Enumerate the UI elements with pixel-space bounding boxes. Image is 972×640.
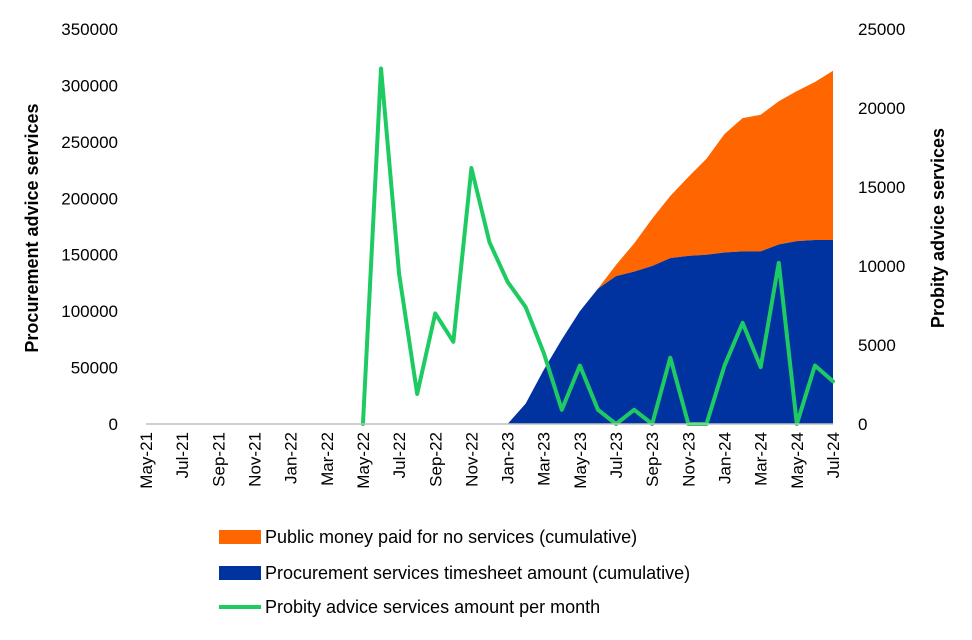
y-tick-label: 300000 (61, 76, 118, 95)
legend-item-probity: Probity advice services amount per month (219, 597, 600, 617)
area-public-money-no-services (146, 70, 833, 424)
x-tick-label: May-23 (571, 432, 590, 489)
x-tick-label: May-21 (137, 432, 156, 489)
y2-tick-label: 0 (858, 415, 867, 434)
x-tick-label: Mar-24 (752, 432, 771, 486)
y2-tick-label: 15000 (858, 178, 905, 197)
x-tick-label: May-22 (354, 432, 373, 489)
legend-item-timesheet: Procurement services timesheet amount (c… (219, 563, 690, 583)
x-tick-label: Sep-21 (209, 432, 228, 487)
y-axis-title: Procurement advice services (22, 103, 42, 352)
line-probity-advice (360, 66, 835, 426)
y-tick-label: 100000 (61, 302, 118, 321)
area-procurement-timesheet (146, 240, 833, 424)
y-tick-label: 50000 (71, 359, 118, 378)
y-tick-label: 0 (109, 415, 118, 434)
x-tick-label: Mar-23 (535, 432, 554, 486)
x-tick-label: Nov-22 (462, 432, 481, 487)
y2-tick-label: 10000 (858, 257, 905, 276)
x-tick-label: Jan-22 (282, 432, 301, 484)
x-tick-label: Nov-21 (245, 432, 264, 487)
legend-label: Procurement services timesheet amount (c… (265, 563, 690, 583)
x-tick-label: Mar-22 (318, 432, 337, 486)
legend: Public money paid for no services (cumul… (219, 527, 690, 617)
x-axis-ticks: May-21 Jul-21 Sep-21 Nov-21 Jan-22 Mar-22 May-… (137, 432, 843, 489)
y2-axis-ticks: 0 5000 10000 15000 20000 25000 (858, 20, 905, 434)
x-tick-label: Jul-21 (173, 432, 192, 478)
x-tick-label: Jul-22 (390, 432, 409, 478)
x-tick-label: Nov-23 (679, 432, 698, 487)
y2-tick-label: 25000 (858, 20, 905, 39)
y-tick-label: 250000 (61, 133, 118, 152)
x-tick-label: Jul-24 (824, 432, 843, 478)
y-tick-label: 350000 (61, 20, 118, 39)
x-tick-label: Sep-22 (426, 432, 445, 487)
x-tick-label: Sep-23 (643, 432, 662, 487)
legend-swatch (219, 530, 261, 544)
area-layer (146, 70, 833, 424)
legend-label: Probity advice services amount per month (265, 597, 600, 617)
y-tick-label: 200000 (61, 189, 118, 208)
legend-label: Public money paid for no services (cumul… (265, 527, 637, 547)
legend-swatch (219, 566, 261, 580)
y2-tick-label: 20000 (858, 99, 905, 118)
x-tick-label: Jan-24 (716, 432, 735, 484)
x-tick-label: Jan-23 (499, 432, 518, 484)
line-layer (360, 66, 835, 426)
legend-item-public-money: Public money paid for no services (cumul… (219, 527, 637, 547)
y-tick-label: 150000 (61, 246, 118, 265)
x-tick-label: May-24 (788, 432, 807, 489)
x-tick-label: Jul-23 (607, 432, 626, 478)
y2-tick-label: 5000 (858, 336, 896, 355)
y2-axis-title: Probity advice services (928, 128, 948, 328)
y-axis-ticks: 0 50000 100000 150000 200000 250000 300000 3500… (61, 20, 118, 434)
